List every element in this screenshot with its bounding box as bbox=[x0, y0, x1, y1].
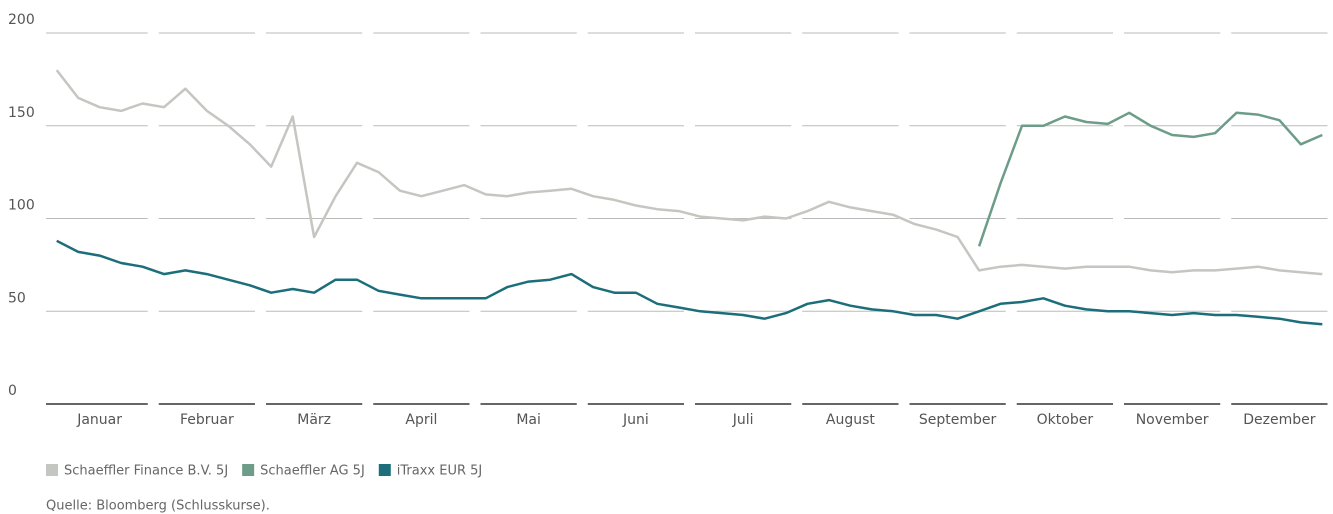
legend-swatch bbox=[46, 464, 58, 476]
legend-swatch bbox=[242, 464, 255, 476]
series-line bbox=[977, 111, 1323, 247]
x-tick-label: Dezember bbox=[1243, 412, 1315, 428]
y-tick-label: 200 bbox=[8, 12, 35, 28]
y-tick-label: 150 bbox=[8, 105, 35, 121]
x-tick-label: Juni bbox=[622, 412, 649, 428]
x-tick-label: März bbox=[297, 412, 331, 428]
x-tick-label: November bbox=[1136, 412, 1209, 428]
legend-label: Schaeffler Finance B.V. 5J bbox=[64, 464, 228, 479]
x-tick-label: September bbox=[919, 412, 997, 428]
x-tick-label: Januar bbox=[76, 412, 122, 428]
legend-label: iTraxx EUR 5J bbox=[397, 464, 482, 479]
series-line bbox=[56, 239, 1323, 326]
legend-label: Schaeffler AG 5J bbox=[260, 464, 365, 479]
x-tick-label: Juli bbox=[732, 412, 754, 428]
legend-swatch bbox=[378, 464, 391, 476]
y-tick-label: 100 bbox=[8, 198, 35, 214]
x-tick-label: Oktober bbox=[1037, 412, 1094, 428]
x-tick-label: Februar bbox=[180, 412, 234, 428]
series-line bbox=[55, 69, 1323, 276]
x-tick-label: August bbox=[826, 412, 876, 428]
y-tick-label: 0 bbox=[8, 383, 17, 399]
y-tick-label: 50 bbox=[8, 290, 26, 306]
source: Quelle: Bloomberg (Schlusskurse). bbox=[46, 499, 270, 514]
x-tick-label: Mai bbox=[516, 412, 541, 428]
x-tick-label: April bbox=[405, 412, 437, 428]
